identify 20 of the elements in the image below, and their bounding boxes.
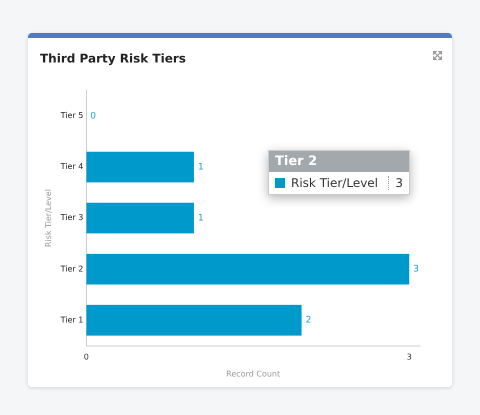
- bar: [86, 152, 194, 182]
- x-axis-title: Record Count: [226, 369, 280, 378]
- annotation: Risk Tier/Level: [291, 176, 380, 190]
- y-tick-label: Tier 3: [60, 213, 84, 222]
- data-label: 1: [198, 162, 204, 172]
- data-label: 3: [413, 264, 419, 275]
- bar: [86, 304, 302, 336]
- y-tick-label: Tier 2: [60, 264, 84, 274]
- y-axis-title: Risk Tier/Level: [44, 189, 53, 248]
- annotation: Tier 2: [269, 151, 409, 172]
- bar: [86, 254, 410, 285]
- y-tick-label: Tier 5: [60, 111, 84, 120]
- y-tick-label: Tier 4: [60, 162, 84, 172]
- data-label: 0: [90, 111, 96, 122]
- y-tick-label: Tier 1: [60, 315, 84, 324]
- data-label: 2: [306, 316, 312, 326]
- chart-title: Third Party Risk Tiers: [40, 51, 186, 66]
- annotation: 3: [388, 176, 403, 190]
- data-label: 1: [198, 213, 204, 224]
- bar: [86, 202, 194, 234]
